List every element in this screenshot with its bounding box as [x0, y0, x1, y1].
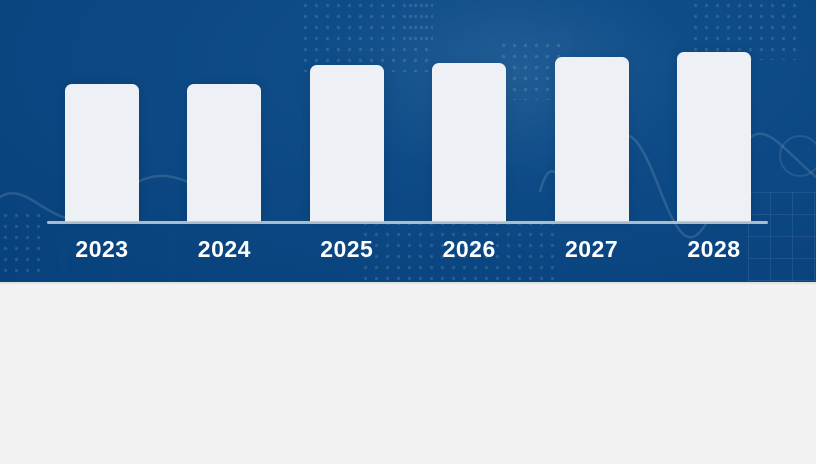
texture-dot-grid [690, 0, 802, 60]
chart-section: 2023 2024 2025 2026 2027 2028 [0, 0, 816, 284]
x-axis-line [47, 221, 768, 224]
year-label-2026: 2026 [442, 236, 496, 262]
texture-dot-grid [405, 0, 433, 44]
chart-bar-2026 [432, 63, 507, 222]
chart-bar-2024 [187, 84, 262, 222]
chart-bar-2028 [676, 52, 751, 222]
texture-dot-grid [498, 40, 562, 100]
chart-bar-2027 [554, 57, 629, 222]
year-label-2023: 2023 [75, 236, 129, 262]
bar-chart [65, 0, 751, 222]
year-label-2028: 2028 [687, 236, 741, 262]
stats-panel: 10.26% CAGR (2023-2028) $ [0, 284, 816, 464]
chart-bar-2025 [309, 65, 384, 222]
year-label-2025: 2025 [320, 236, 374, 262]
year-label-2027: 2027 [564, 236, 619, 262]
x-axis-labels: 2023 2024 2025 2026 2027 2028 [65, 236, 751, 263]
year-label-2024: 2024 [197, 236, 251, 262]
texture-dot-grid [300, 0, 430, 72]
texture-dot-grid [0, 210, 44, 276]
texture-grid-lines [748, 192, 816, 282]
chart-bar-2023 [65, 84, 139, 222]
texture-dot-grid [360, 218, 560, 282]
